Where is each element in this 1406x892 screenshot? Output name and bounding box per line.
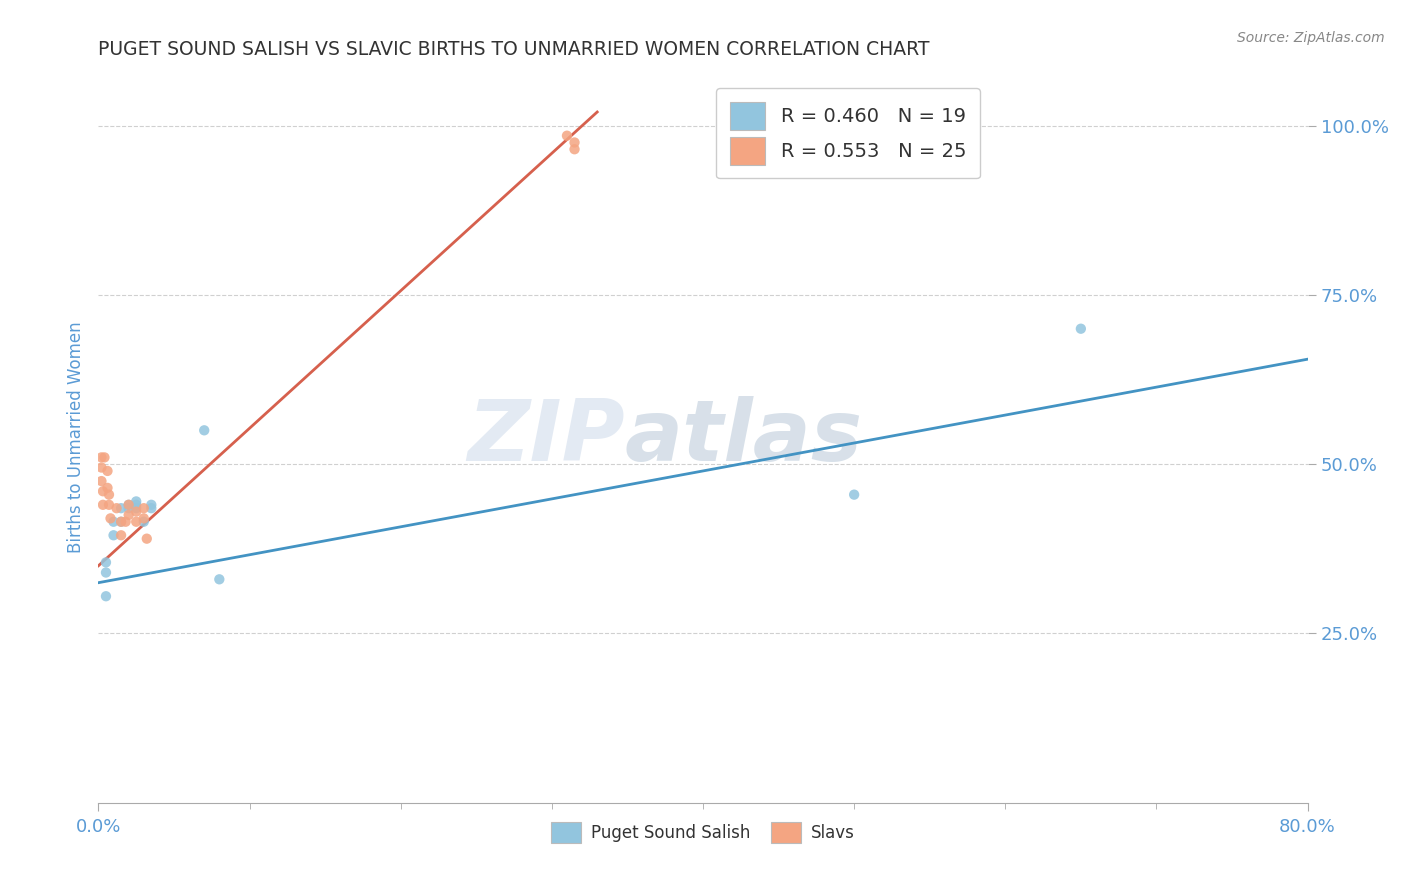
Point [96, 464, 118, 478]
Point [94, 566, 117, 580]
Point [118, 508, 141, 522]
Point [844, 488, 866, 502]
Point [110, 528, 132, 542]
Point [110, 501, 132, 516]
Point [564, 142, 586, 156]
Point [208, 572, 231, 586]
Point [110, 515, 132, 529]
Text: Source: ZipAtlas.com: Source: ZipAtlas.com [1237, 31, 1385, 45]
Point [91, 484, 114, 499]
Point [125, 515, 148, 529]
Point [93, 450, 115, 465]
Point [132, 501, 155, 516]
Point [96, 481, 118, 495]
Point [103, 515, 125, 529]
Point [114, 515, 136, 529]
Point [98, 498, 121, 512]
Point [135, 532, 157, 546]
Point [103, 528, 125, 542]
Point [100, 511, 122, 525]
Point [125, 498, 148, 512]
Point [193, 423, 215, 437]
Point [94, 555, 117, 569]
Point [118, 498, 141, 512]
Point [90, 460, 112, 475]
Point [98, 488, 121, 502]
Legend: Puget Sound Salish, Slavs: Puget Sound Salish, Slavs [544, 815, 862, 849]
Point [118, 501, 141, 516]
Point [125, 505, 148, 519]
Point [141, 498, 163, 512]
Point [105, 501, 128, 516]
Point [1070, 322, 1092, 336]
Point [564, 136, 586, 150]
Point [132, 515, 155, 529]
Text: PUGET SOUND SALISH VS SLAVIC BIRTHS TO UNMARRIED WOMEN CORRELATION CHART: PUGET SOUND SALISH VS SLAVIC BIRTHS TO U… [98, 39, 929, 59]
Point [110, 515, 132, 529]
Y-axis label: Births to Unmarried Women: Births to Unmarried Women [66, 321, 84, 553]
Point [94, 589, 117, 603]
Point [555, 128, 578, 143]
Text: ZIP: ZIP [467, 395, 624, 479]
Point [125, 501, 148, 516]
Point [90, 474, 112, 488]
Point [118, 498, 141, 512]
Point [91, 498, 114, 512]
Point [141, 501, 163, 516]
Text: atlas: atlas [624, 395, 862, 479]
Point [132, 511, 155, 525]
Point [90, 450, 112, 465]
Point [125, 494, 148, 508]
